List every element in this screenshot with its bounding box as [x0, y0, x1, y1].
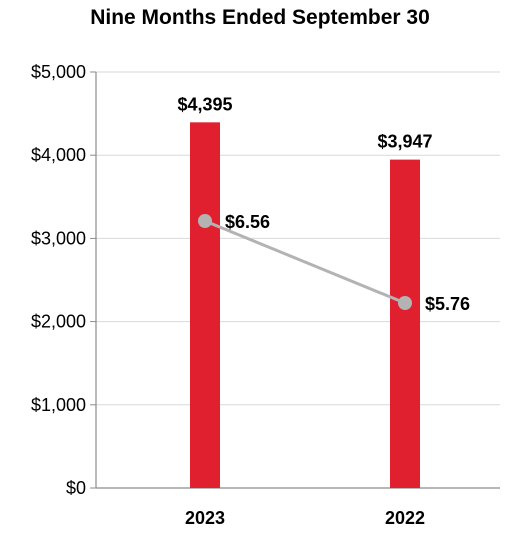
bar — [190, 122, 220, 488]
y-tick-label: $1,000 — [31, 395, 86, 415]
line-data-label: $5.76 — [425, 294, 470, 314]
bar-data-label: $4,395 — [177, 94, 232, 114]
line-point — [198, 214, 212, 228]
line-point — [398, 296, 412, 310]
line-series — [205, 221, 405, 303]
y-tick-label: $5,000 — [31, 62, 86, 82]
y-tick-label: $0 — [66, 478, 86, 498]
y-tick-label: $2,000 — [31, 312, 86, 332]
line-data-label: $6.56 — [225, 212, 270, 232]
bar — [390, 160, 420, 488]
y-tick-label: $3,000 — [31, 228, 86, 248]
y-tick-label: $4,000 — [31, 145, 86, 165]
bar-data-label: $3,947 — [377, 132, 432, 152]
x-category-label: 2023 — [185, 508, 225, 528]
x-category-label: 2022 — [385, 508, 425, 528]
